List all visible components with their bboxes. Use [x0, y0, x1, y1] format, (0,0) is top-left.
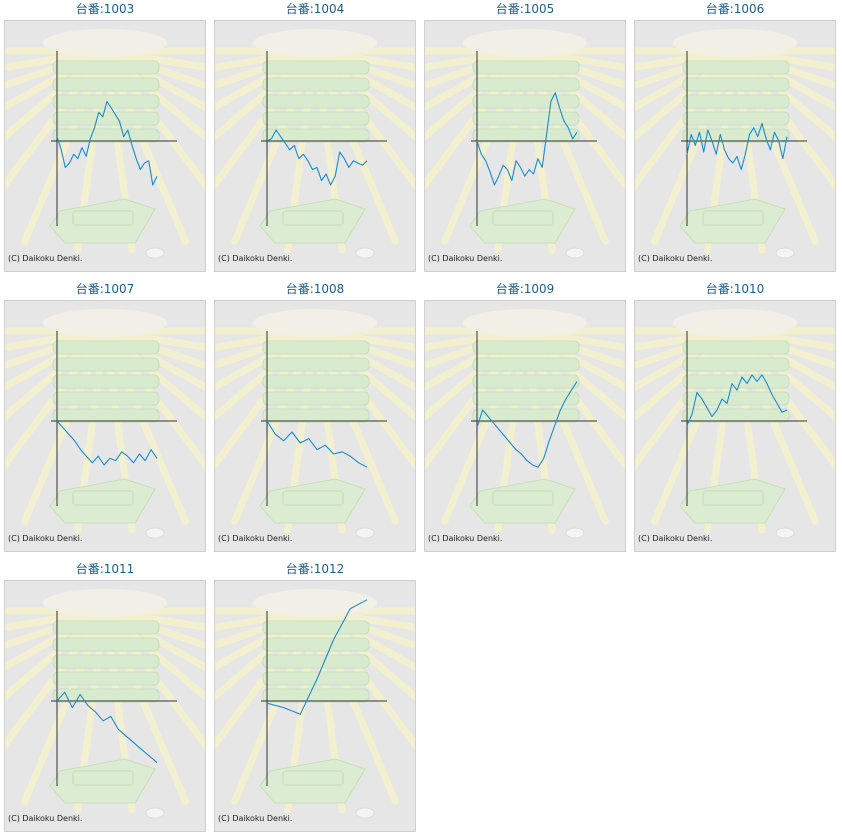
- series-line: [266, 420, 368, 468]
- line-chart: [215, 309, 415, 539]
- chart-frame: (C) Daikoku Denki.: [4, 20, 206, 272]
- chart-title: 台番:1011: [75, 562, 135, 576]
- background-illustration: [425, 29, 625, 259]
- chart-title: 台番:1004: [285, 2, 345, 16]
- chart-panel: 台番:1008 (C) Daikoku Denki.: [212, 280, 418, 554]
- chart-frame: (C) Daikoku Denki.: [214, 580, 416, 832]
- background-illustration: [215, 309, 415, 539]
- series-line: [476, 92, 578, 186]
- copyright-text: (C) Daikoku Denki.: [8, 814, 83, 823]
- chart-title: 台番:1012: [285, 562, 345, 576]
- copyright-text: (C) Daikoku Denki.: [218, 814, 293, 823]
- line-chart: [5, 589, 205, 819]
- chart-frame: (C) Daikoku Denki.: [214, 20, 416, 272]
- chart-frame: (C) Daikoku Denki.: [634, 300, 836, 552]
- chart-frame: (C) Daikoku Denki.: [4, 300, 206, 552]
- series-line: [266, 599, 368, 715]
- chart-panel: 台番:1010 (C) Daikoku Denki.: [632, 280, 838, 554]
- copyright-text: (C) Daikoku Denki.: [8, 254, 83, 263]
- line-chart: [425, 309, 625, 539]
- copyright-text: (C) Daikoku Denki.: [428, 534, 503, 543]
- chart-title: 台番:1005: [495, 2, 555, 16]
- series-line: [266, 129, 368, 186]
- chart-panel: 台番:1007 (C) Daikoku Denki.: [2, 280, 208, 554]
- chart-panel: 台番:1005 (C) Daikoku Denki.: [422, 0, 628, 274]
- series-line: [686, 374, 788, 426]
- series-line: [56, 691, 158, 764]
- line-chart: [635, 309, 835, 539]
- background-illustration: [635, 29, 835, 259]
- background-illustration: [5, 309, 205, 539]
- chart-title: 台番:1003: [75, 2, 135, 16]
- line-chart: [635, 29, 835, 259]
- chart-frame: (C) Daikoku Denki.: [424, 300, 626, 552]
- line-chart: [425, 29, 625, 259]
- copyright-text: (C) Daikoku Denki.: [638, 534, 713, 543]
- chart-title: 台番:1008: [285, 282, 345, 296]
- series-line: [56, 100, 158, 186]
- copyright-text: (C) Daikoku Denki.: [8, 534, 83, 543]
- chart-title: 台番:1007: [75, 282, 135, 296]
- series-line: [56, 420, 158, 466]
- series-line: [476, 381, 578, 468]
- chart-title: 台番:1010: [705, 282, 765, 296]
- chart-frame: (C) Daikoku Denki.: [4, 580, 206, 832]
- chart-frame: (C) Daikoku Denki.: [634, 20, 836, 272]
- chart-panel: 台番:1012 (C) Daikoku Denki.: [212, 560, 418, 834]
- chart-title: 台番:1009: [495, 282, 555, 296]
- chart-frame: (C) Daikoku Denki.: [424, 20, 626, 272]
- copyright-text: (C) Daikoku Denki.: [218, 534, 293, 543]
- line-chart: [5, 309, 205, 539]
- chart-panel: 台番:1003 (C) Daikoku Denki.: [2, 0, 208, 274]
- background-illustration: [215, 589, 415, 819]
- chart-panel: 台番:1006 (C) Daikoku Denki.: [632, 0, 838, 274]
- line-chart: [215, 29, 415, 259]
- background-illustration: [425, 309, 625, 539]
- copyright-text: (C) Daikoku Denki.: [428, 254, 503, 263]
- line-chart: [215, 589, 415, 819]
- chart-panel: 台番:1011 (C) Daikoku Denki.: [2, 560, 208, 834]
- background-illustration: [635, 309, 835, 539]
- background-illustration: [5, 29, 205, 259]
- background-illustration: [215, 29, 415, 259]
- chart-panel: 台番:1009 (C) Daikoku Denki.: [422, 280, 628, 554]
- copyright-text: (C) Daikoku Denki.: [638, 254, 713, 263]
- line-chart: [5, 29, 205, 259]
- chart-title: 台番:1006: [705, 2, 765, 16]
- background-illustration: [5, 589, 205, 819]
- chart-panel: 台番:1004 (C) Daikoku Denki.: [212, 0, 418, 274]
- series-line: [686, 122, 788, 171]
- chart-frame: (C) Daikoku Denki.: [214, 300, 416, 552]
- copyright-text: (C) Daikoku Denki.: [218, 254, 293, 263]
